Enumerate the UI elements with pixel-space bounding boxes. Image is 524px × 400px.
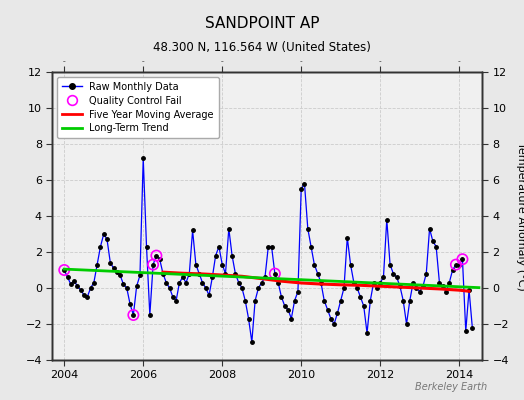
Y-axis label: Temperature Anomaly (°C): Temperature Anomaly (°C) (516, 142, 524, 290)
Point (271, 270, 279, 277)
Text: Berkeley Earth: Berkeley Earth (415, 382, 487, 392)
Point (149, 262, 157, 268)
Point (152, 252, 160, 259)
Point (129, 312, 138, 318)
Text: SANDPOINT AP: SANDPOINT AP (205, 16, 319, 32)
Text: 48.300 N, 116.564 W (United States): 48.300 N, 116.564 W (United States) (153, 42, 371, 54)
Legend: Raw Monthly Data, Quality Control Fail, Five Year Moving Average, Long-Term Tren: Raw Monthly Data, Quality Control Fail, … (57, 77, 219, 138)
Point (458, 256, 467, 262)
Point (60, 267, 69, 273)
Point (452, 262, 460, 268)
